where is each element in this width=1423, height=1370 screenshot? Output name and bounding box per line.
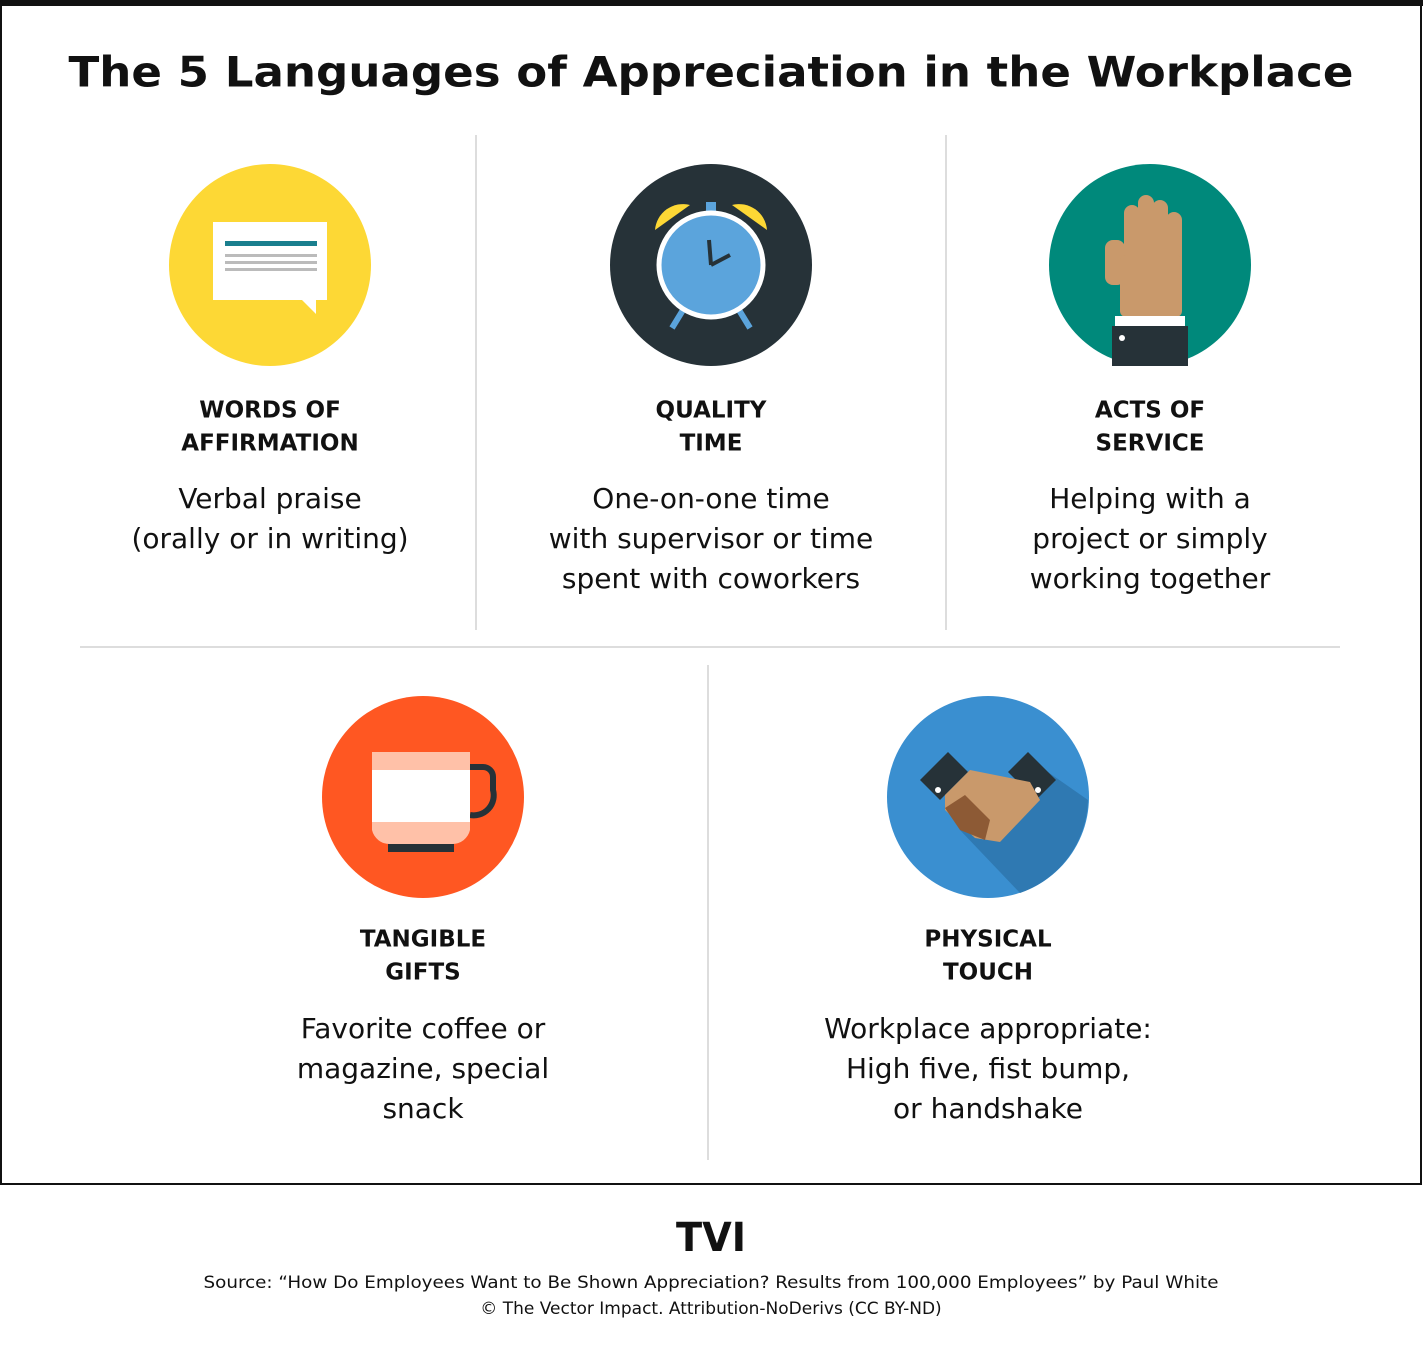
- item-heading: PHYSICAL: [924, 927, 1052, 953]
- item-description: working together: [1030, 562, 1271, 595]
- icon-hand: [1049, 164, 1251, 366]
- item-description: with supervisor or time: [549, 522, 873, 555]
- icon-cup: [322, 696, 524, 898]
- item-description: High five, fist bump,: [846, 1052, 1130, 1085]
- item-description: project or simply: [1032, 522, 1267, 555]
- icon-handshake: [887, 696, 1089, 898]
- icon-clock: [610, 164, 812, 366]
- item-description: One-on-one time: [592, 482, 829, 515]
- item-heading: TANGIBLE: [360, 927, 486, 953]
- item-heading: SERVICE: [1096, 431, 1205, 457]
- title: The 5 Languages of Appreciation in the W…: [69, 48, 1354, 97]
- item-description: Verbal praise: [178, 482, 361, 515]
- logo: TVI: [676, 1215, 746, 1261]
- item-description: Favorite coffee or: [301, 1012, 546, 1045]
- item-heading: TOUCH: [943, 960, 1033, 986]
- item-description: or handshake: [893, 1092, 1083, 1125]
- item-heading: WORDS OF: [199, 398, 341, 424]
- item-description: (orally or in writing): [131, 522, 408, 555]
- item-heading: GIFTS: [385, 960, 460, 986]
- item-description: magazine, special: [297, 1052, 549, 1085]
- source: Source: “How Do Employees Want to Be Sho…: [204, 1273, 1219, 1293]
- item-description: Helping with a: [1049, 482, 1251, 515]
- icon-speech: [169, 164, 371, 366]
- item-description: spent with coworkers: [562, 562, 860, 595]
- item-description: Workplace appropriate:: [824, 1012, 1152, 1045]
- top-border: [0, 0, 1423, 6]
- item-heading: AFFIRMATION: [181, 431, 358, 457]
- item-description: snack: [382, 1092, 464, 1125]
- item-heading: QUALITY: [656, 398, 767, 424]
- item-heading: TIME: [680, 431, 743, 457]
- item-heading: ACTS OF: [1095, 398, 1205, 424]
- copyright: © The Vector Impact. Attribution-NoDeriv…: [480, 1299, 941, 1319]
